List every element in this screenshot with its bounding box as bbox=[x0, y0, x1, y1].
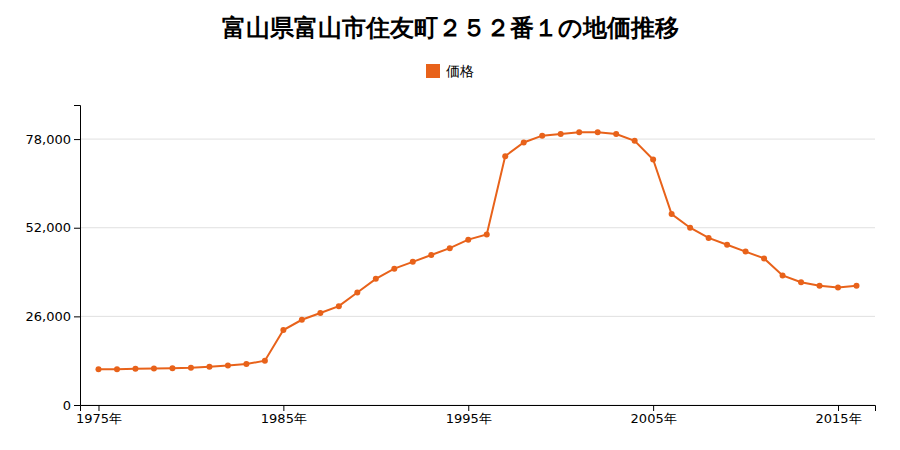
y-tick-mark bbox=[74, 316, 80, 317]
point bbox=[114, 366, 120, 372]
point bbox=[206, 364, 212, 370]
point bbox=[484, 232, 490, 238]
x-tick-mark bbox=[653, 405, 654, 411]
y-tick-label: 52,000 bbox=[26, 220, 72, 235]
point bbox=[798, 279, 804, 285]
x-tick: 1985年 bbox=[261, 405, 307, 426]
y-axis: 0 26,000 52,000 78,000 bbox=[26, 106, 81, 413]
x-tick: 2005年 bbox=[631, 405, 677, 426]
point bbox=[169, 365, 175, 371]
y-tick-mark bbox=[74, 405, 80, 406]
legend-swatch bbox=[426, 64, 440, 78]
x-tick-mark bbox=[468, 405, 469, 411]
grid-line bbox=[80, 316, 875, 317]
grid-line bbox=[80, 139, 875, 140]
point bbox=[650, 157, 656, 163]
point bbox=[502, 153, 508, 159]
point bbox=[225, 362, 231, 368]
y-tick-label: 26,000 bbox=[26, 309, 72, 324]
grid-line bbox=[80, 227, 875, 228]
point bbox=[132, 366, 138, 372]
point bbox=[761, 255, 767, 261]
x-axis-line bbox=[81, 406, 876, 412]
point bbox=[243, 361, 249, 367]
y-tick-label: 78,000 bbox=[26, 132, 72, 147]
y-tick-mark bbox=[74, 228, 80, 229]
point bbox=[521, 140, 527, 146]
point bbox=[743, 249, 749, 255]
point bbox=[817, 283, 823, 289]
point bbox=[835, 284, 841, 290]
line bbox=[98, 132, 856, 369]
legend-label: 価格 bbox=[446, 63, 474, 79]
y-tick: 26,000 bbox=[26, 309, 81, 324]
legend: 価格 bbox=[426, 63, 474, 79]
x-tick: 1995年 bbox=[446, 405, 492, 426]
point bbox=[354, 290, 360, 296]
point bbox=[151, 366, 157, 372]
grid bbox=[80, 139, 875, 405]
title: 富山県富山市住友町２５２番１の地価推移 bbox=[222, 14, 679, 42]
point bbox=[558, 131, 564, 137]
point bbox=[687, 225, 693, 231]
y-tick: 78,000 bbox=[26, 132, 81, 147]
y-tick-mark bbox=[74, 139, 80, 140]
x-axis: 1975年 1985年 1995年 2005年 2015年 bbox=[76, 405, 876, 426]
point bbox=[280, 327, 286, 333]
point bbox=[539, 133, 545, 139]
point bbox=[595, 129, 601, 135]
legend-item: 価格 bbox=[426, 63, 474, 79]
point bbox=[317, 310, 323, 316]
point bbox=[780, 272, 786, 278]
y-tick-label: 0 bbox=[63, 398, 71, 413]
point bbox=[576, 129, 582, 135]
point bbox=[447, 245, 453, 251]
point bbox=[465, 237, 471, 243]
x-tick-label: 1995年 bbox=[446, 411, 492, 426]
y-tick: 0 bbox=[63, 398, 80, 413]
x-tick-label: 1975年 bbox=[76, 411, 122, 426]
point bbox=[724, 242, 730, 248]
x-tick-label: 2005年 bbox=[631, 411, 677, 426]
x-tick: 2015年 bbox=[815, 405, 861, 426]
point bbox=[669, 211, 675, 217]
point bbox=[188, 365, 194, 371]
x-tick-mark bbox=[283, 405, 284, 411]
x-tick-label: 2015年 bbox=[815, 411, 861, 426]
point bbox=[428, 252, 434, 258]
point bbox=[706, 235, 712, 241]
point bbox=[299, 317, 305, 323]
x-tick-mark bbox=[98, 405, 99, 411]
point bbox=[613, 131, 619, 137]
point bbox=[410, 259, 416, 265]
series-group bbox=[95, 129, 859, 372]
point bbox=[391, 266, 397, 272]
point bbox=[262, 358, 268, 364]
x-tick-mark bbox=[838, 405, 839, 411]
point bbox=[632, 138, 638, 144]
x-tick-label: 1985年 bbox=[261, 411, 307, 426]
y-tick: 52,000 bbox=[26, 220, 81, 235]
y-axis-line bbox=[74, 106, 81, 406]
point bbox=[95, 366, 101, 372]
point bbox=[373, 276, 379, 282]
plot-area: 1975年 1985年 1995年 2005年 2015年 0 26,000 52,000 78… bbox=[26, 106, 876, 427]
chart: 富山県富山市住友町２５２番１の地価推移 1975年 1985年 1995年 2005年 2… bbox=[0, 0, 900, 450]
point bbox=[854, 283, 860, 289]
x-tick: 1975年 bbox=[76, 405, 122, 426]
point bbox=[336, 303, 342, 309]
